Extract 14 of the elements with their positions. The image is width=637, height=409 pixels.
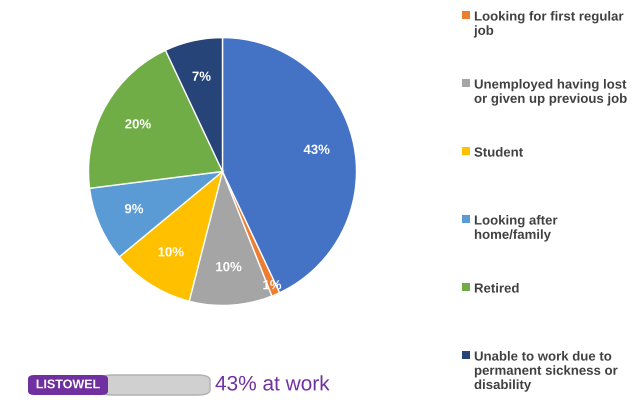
data-label: 10% xyxy=(158,247,184,257)
data-label: 10% xyxy=(216,262,242,272)
data-label: 7% xyxy=(192,72,211,81)
legend-label: Unemployed having lost or given up previous job xyxy=(474,79,627,106)
data-label: 43% xyxy=(304,144,330,154)
legend-label: Unable to work due to permanent sickness or disability xyxy=(474,351,618,392)
data-label: 9% xyxy=(124,204,144,214)
data-label: 20% xyxy=(125,119,151,129)
text: 43% at work xyxy=(215,375,330,391)
legend-label: Looking for first regular job xyxy=(474,11,624,38)
legend-label: Looking after home/family xyxy=(474,215,558,242)
legend-label: Student xyxy=(474,147,523,157)
text: LISTOWEL xyxy=(36,380,100,388)
legend-label: Retired xyxy=(474,283,519,293)
